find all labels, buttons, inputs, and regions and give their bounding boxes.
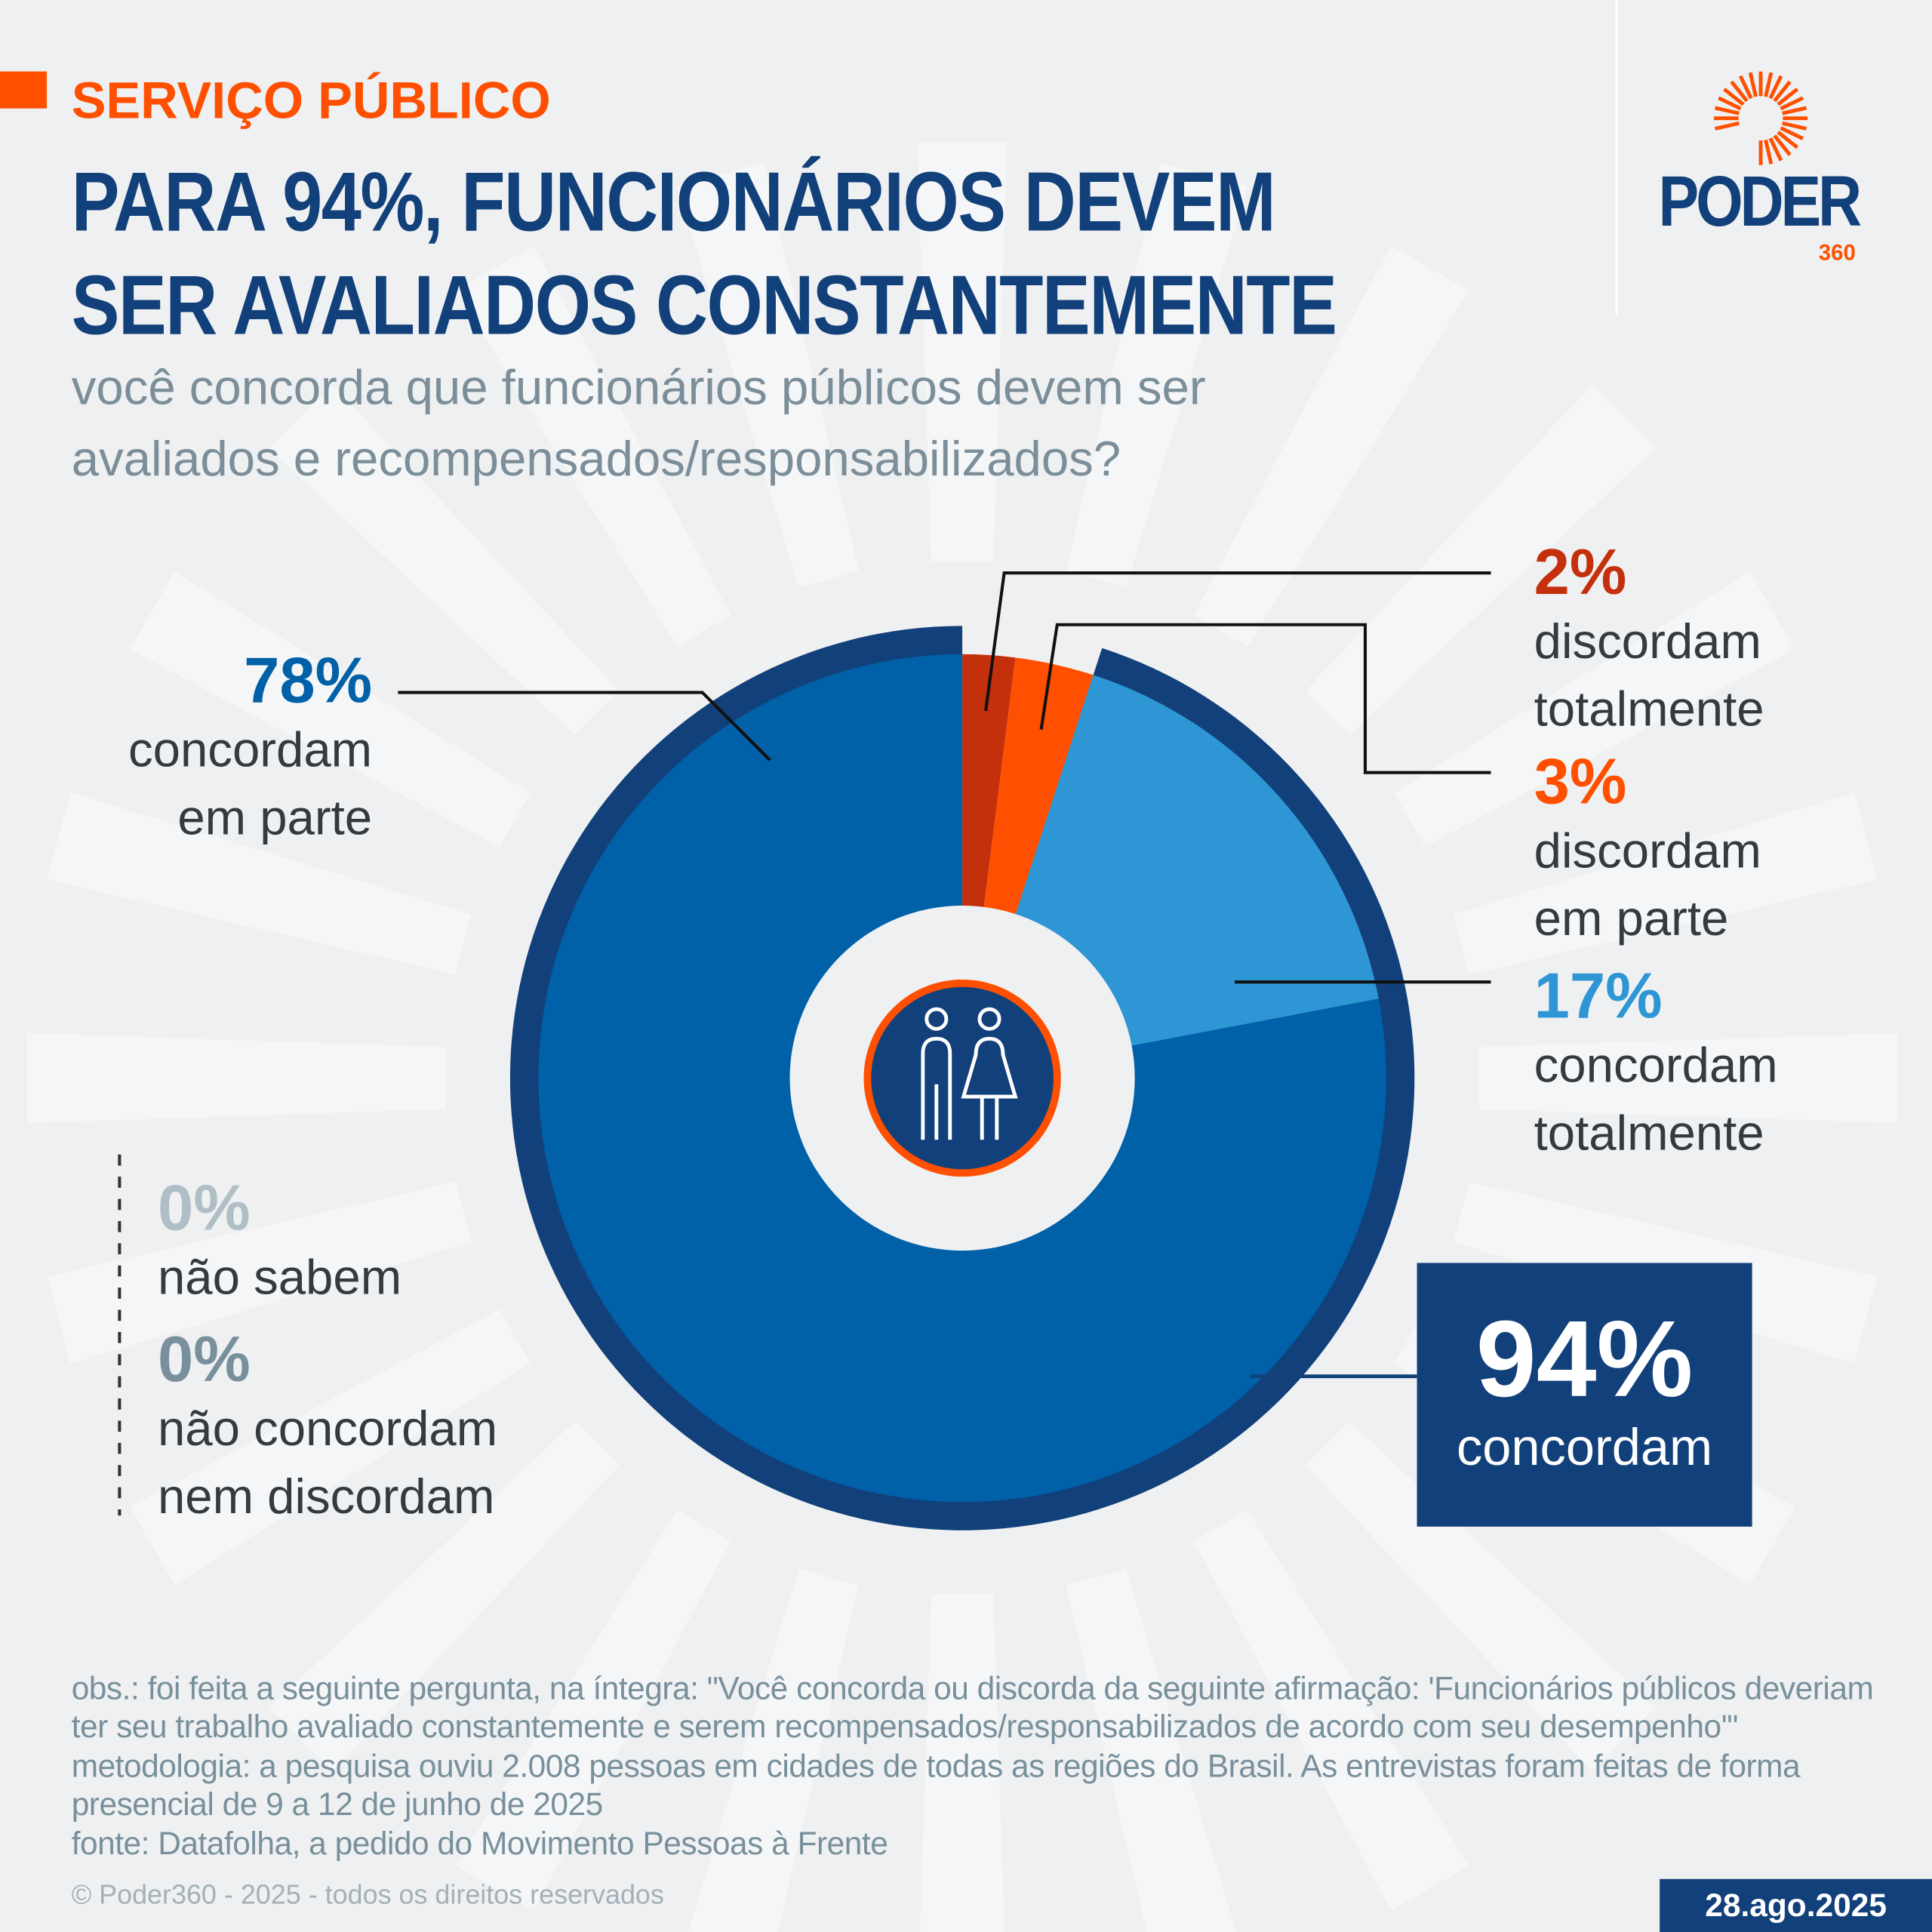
sun-ray <box>1715 106 1740 115</box>
leader-line <box>1039 623 1491 774</box>
background-ray <box>1478 1033 1898 1124</box>
data-label-text: concordam <box>128 723 373 778</box>
background-ray <box>676 163 859 588</box>
total-agree-label: concordam <box>1456 1418 1713 1476</box>
kicker: SERVIÇO PÚBLICO <box>71 71 551 130</box>
page-title: PARA 94%, FUNCIONÁRIOS DEVEM SER AVALIAD… <box>72 150 1337 357</box>
data-label-pct: 78% <box>244 645 373 718</box>
sun-ray <box>1777 88 1799 106</box>
data-label-text: totalmente <box>1534 1106 1764 1161</box>
background-ray <box>1306 1421 1656 1772</box>
data-label-pct: 0% <box>157 1324 251 1396</box>
title-line: SER AVALIADOS CONSTANTEMENTE <box>71 258 1337 352</box>
label-discordam-em-parte: 3% discordam em parte <box>1534 746 1761 953</box>
background-ray <box>1066 1569 1237 1932</box>
sun-ray <box>1782 121 1807 131</box>
sun-ray <box>1738 75 1753 100</box>
label-discordam-totalmente: 2% discordam totalmente <box>1534 537 1764 744</box>
background-ray <box>1066 163 1248 588</box>
data-label-pct: 2% <box>1534 537 1627 609</box>
data-label-pct: 3% <box>1534 746 1627 819</box>
background-ray <box>455 245 731 647</box>
sun-ray <box>1773 134 1792 156</box>
data-label-text: em parte <box>177 791 373 845</box>
leader-line <box>398 691 771 761</box>
data-label-text: não sabem <box>157 1251 402 1305</box>
subtitle: você concorda que funcionários públicos … <box>72 352 1206 495</box>
background-ray <box>1394 571 1795 847</box>
sun-ray <box>1782 106 1807 115</box>
sun-ray <box>1718 96 1742 111</box>
total-agree-box: 94% concordam <box>1417 1263 1752 1527</box>
data-label-pct: 0% <box>157 1173 251 1244</box>
logo: PODER 360 <box>1659 68 1862 265</box>
data-label-text: discordam <box>1534 614 1761 669</box>
background-ray <box>129 571 531 847</box>
people-icon <box>921 1007 1018 1140</box>
leader-line <box>984 571 1491 712</box>
title-line: PARA 94%, FUNCIONÁRIOS DEVEM <box>71 155 1276 249</box>
sun-ray <box>1780 96 1804 111</box>
note-obs: obs.: foi feita a seguinte pergunta, na … <box>71 1669 1874 1745</box>
subtitle-line: você concorda que funcionários públicos … <box>71 361 1206 416</box>
label-concordam-em-parte: 78% concordam em parte <box>128 646 372 853</box>
background-ray <box>1453 792 1878 975</box>
person-head <box>977 1007 1001 1031</box>
background-ray <box>47 792 472 975</box>
logo-text: PODER <box>1658 161 1863 242</box>
center-badge <box>863 979 1061 1177</box>
sun-ray <box>1768 75 1783 100</box>
divider <box>1615 0 1618 315</box>
person-body <box>921 1036 952 1140</box>
label-concordam-totalmente: 17% concordam totalmente <box>1534 961 1778 1168</box>
sun-ray <box>1723 88 1745 106</box>
background-ray <box>269 385 620 735</box>
background-ray <box>129 1309 531 1585</box>
sun-ray <box>1777 131 1799 149</box>
person-head <box>924 1007 949 1031</box>
background-ray <box>688 1569 859 1932</box>
background-ray <box>269 1421 620 1772</box>
background-ray <box>47 1182 472 1364</box>
sun-ray <box>1773 80 1792 103</box>
person-body <box>961 1036 1018 1140</box>
sun-ray <box>1730 80 1749 103</box>
label-nem-concordam: 0% não concordam nem discordam <box>158 1324 497 1531</box>
background-ray <box>920 1595 1005 1932</box>
note-source: fonte: Datafolha, a pedido do Movimento … <box>71 1824 888 1862</box>
background-ray <box>1193 1509 1469 1911</box>
total-agree-pct: 94% <box>1475 1297 1694 1420</box>
background-ray <box>917 143 1008 562</box>
sun-ray <box>1764 139 1774 165</box>
background-ray <box>26 1033 446 1124</box>
sun-icon <box>1714 71 1808 165</box>
label-nao-sabem: 0% não sabem <box>158 1173 401 1312</box>
copyright: © Poder360 - 2025 - todos os direitos re… <box>71 1878 664 1910</box>
subtitle-line: avaliados e recompensados/responsabiliza… <box>71 432 1121 487</box>
sun-ray <box>1715 121 1740 131</box>
sun-ray <box>1748 72 1758 97</box>
date-badge: 28.ago.2025 <box>1660 1878 1932 1932</box>
data-label-text: totalmente <box>1534 682 1764 737</box>
sun-ray <box>1764 72 1774 97</box>
kicker-marker <box>0 71 48 109</box>
data-label-text: discordam <box>1534 824 1761 879</box>
data-label-text: não concordam <box>157 1401 498 1457</box>
background-ray <box>1193 245 1469 647</box>
data-label-text: em parte <box>1534 892 1729 946</box>
footnotes: obs.: foi feita a seguinte pergunta, na … <box>72 1669 1883 1863</box>
note-methodology: metodologia: a pesquisa ouviu 2.008 pess… <box>71 1746 1801 1823</box>
sun-ray <box>1780 126 1804 140</box>
logo-suffix: 360 <box>1818 240 1856 266</box>
sun-ray <box>1768 137 1783 162</box>
background-ray <box>455 1509 731 1911</box>
background-ray <box>1306 385 1656 735</box>
data-label-text: nem discordam <box>157 1469 495 1524</box>
data-label-text: concordam <box>1534 1038 1778 1094</box>
data-label-pct: 17% <box>1534 961 1663 1033</box>
